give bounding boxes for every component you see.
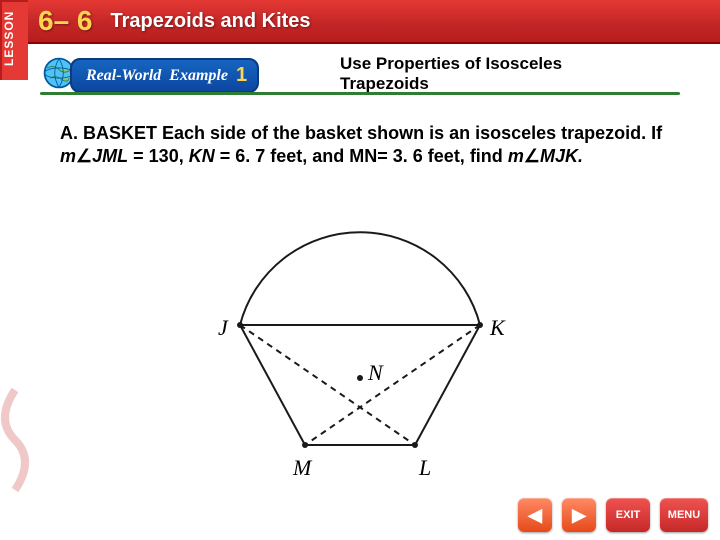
angle-symbol-2: ∠ bbox=[524, 146, 540, 166]
problem-statement: A. BASKET Each side of the basket shown … bbox=[60, 122, 670, 169]
problem-var-m1: m bbox=[60, 146, 76, 166]
problem-eq1: = 130, bbox=[128, 146, 189, 166]
example-title: Use Properties of Isosceles Trapezoids bbox=[340, 54, 562, 93]
next-arrow-icon: ▶ bbox=[572, 505, 586, 526]
back-arrow-icon: ◀ bbox=[528, 505, 542, 526]
badge-example-word: Example bbox=[169, 67, 228, 85]
example-title-line1: Use Properties of Isosceles bbox=[340, 54, 562, 74]
vertex-label-n: N bbox=[368, 360, 383, 386]
trapezoid-figure: JKMLN bbox=[210, 210, 510, 470]
problem-seg-mjk: MJK. bbox=[540, 146, 583, 166]
problem-body-1: Each side of the basket shown is an isos… bbox=[157, 123, 662, 143]
problem-var-kn: KN bbox=[189, 146, 215, 166]
vertex-label-l: L bbox=[419, 455, 431, 481]
problem-seg-jml: JML bbox=[92, 146, 128, 166]
problem-var-m2: m bbox=[508, 146, 524, 166]
problem-eq2: = 6. 7 feet, and MN= 3. 6 feet, find bbox=[215, 146, 508, 166]
vertex-label-m: M bbox=[293, 455, 311, 481]
footer-nav: ◀ ▶ EXIT MENU bbox=[518, 498, 708, 532]
vertex-label-j: J bbox=[218, 315, 228, 341]
exit-button[interactable]: EXIT bbox=[606, 498, 650, 532]
example-title-line2: Trapezoids bbox=[340, 74, 562, 94]
badge-real-world: Real-World bbox=[86, 67, 161, 85]
lesson-tab: LESSON bbox=[0, 0, 28, 80]
figure-svg bbox=[210, 210, 510, 470]
next-button[interactable]: ▶ bbox=[562, 498, 596, 532]
divider-rule bbox=[40, 92, 680, 95]
lesson-header: LESSON 6– 6 Trapezoids and Kites bbox=[0, 0, 720, 44]
vertex-label-k: K bbox=[490, 315, 505, 341]
angle-symbol-1: ∠ bbox=[76, 146, 92, 166]
back-button[interactable]: ◀ bbox=[518, 498, 552, 532]
badge-number: 1 bbox=[236, 64, 247, 87]
example-subheader: Real-World Example 1 Use Properties of I… bbox=[40, 52, 680, 108]
menu-button[interactable]: MENU bbox=[660, 498, 708, 532]
decorative-flourish-icon bbox=[0, 380, 40, 500]
lesson-title: Trapezoids and Kites bbox=[111, 10, 311, 33]
lesson-number: 6– 6 bbox=[38, 5, 93, 37]
problem-lead: A. BASKET bbox=[60, 123, 157, 143]
real-world-example-badge: Real-World Example 1 bbox=[70, 58, 259, 93]
